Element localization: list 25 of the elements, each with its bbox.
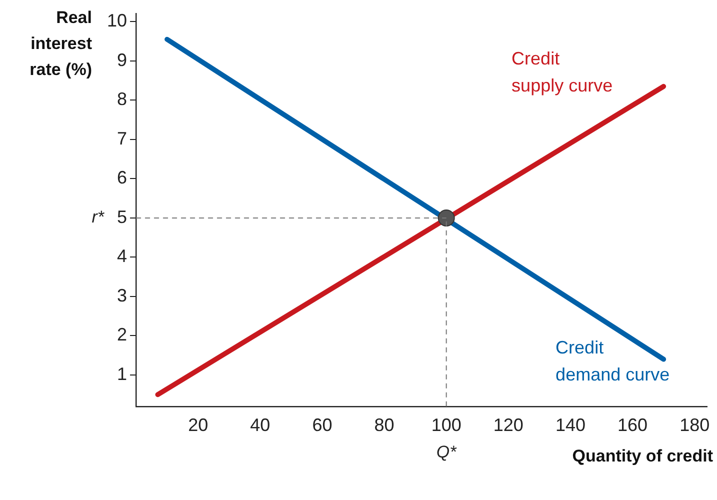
x-tick-label: 40 xyxy=(250,415,270,436)
x-tick-label: 60 xyxy=(312,415,332,436)
y-axis-title: Real interest rate (%) xyxy=(30,8,92,80)
y-tick-label: 3 xyxy=(117,285,128,306)
x-tick-label: 100 xyxy=(431,415,462,436)
x-axis-title: Quantity of credit xyxy=(572,446,714,466)
y-tick-label: 9 xyxy=(117,50,128,70)
x-tick-label: 20 xyxy=(188,415,208,436)
y-tick-label: 10 xyxy=(106,10,128,31)
x-tick-label: 80 xyxy=(374,415,394,436)
ref-line-label: Q* xyxy=(436,442,458,462)
x-tick-label: 160 xyxy=(618,415,648,436)
y-tick-label: 2 xyxy=(117,324,128,345)
y-tick-label: 7 xyxy=(117,128,128,148)
y-tick-label: 5 xyxy=(117,206,128,227)
x-tick-label: 140 xyxy=(555,415,586,436)
y-tick-label: 1 xyxy=(117,364,128,384)
y-tick-label: 8 xyxy=(117,89,128,110)
ref-line-label: r* xyxy=(92,208,106,227)
y-tick-label: 6 xyxy=(117,168,128,188)
x-tick-label: 120 xyxy=(493,415,524,436)
y-tick-label: 4 xyxy=(117,246,128,266)
x-tick-label: 180 xyxy=(680,415,710,436)
series-label: Credit supply curve xyxy=(512,48,613,96)
series-label: Credit demand curve xyxy=(556,337,670,384)
